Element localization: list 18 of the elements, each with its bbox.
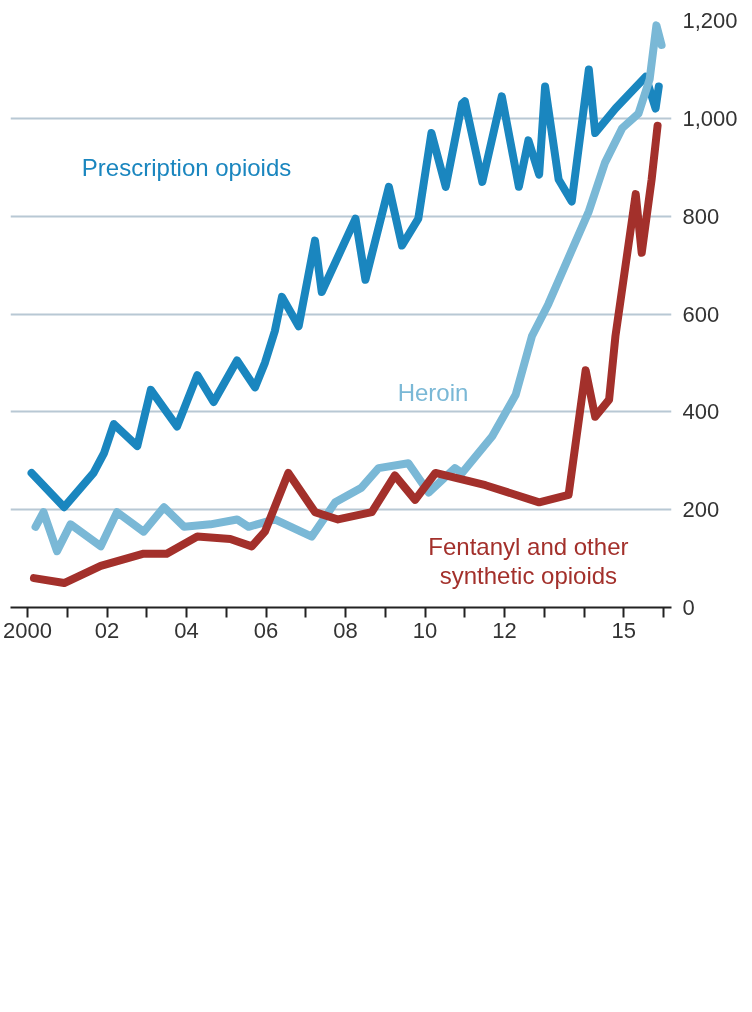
x-tick-label: 02 <box>94 617 120 643</box>
x-tick-label: 08 <box>333 617 358 643</box>
y-tick-label: 1,000 <box>682 105 738 131</box>
series-label: Fentanyl and other synthetic opioids <box>428 533 629 589</box>
series-label: Heroin <box>397 378 469 406</box>
x-tick-label: 06 <box>253 617 279 643</box>
y-tick-label: 1,200 <box>682 8 738 33</box>
y-tick-label: 0 <box>682 595 695 620</box>
x-tick-label: 10 <box>412 617 438 643</box>
x-tick-label: 04 <box>174 617 199 643</box>
text: Prescription opioids <box>81 153 292 181</box>
y-tick-label: 800 <box>682 203 720 229</box>
x-tick-label: 12 <box>492 617 517 643</box>
x-tick-label: 15 <box>611 617 637 643</box>
y-tick-label: 600 <box>682 301 720 327</box>
y-tick-label: 400 <box>682 399 720 425</box>
x-tick-label: 2000 <box>3 617 53 643</box>
y-tick-label: 200 <box>682 497 720 523</box>
